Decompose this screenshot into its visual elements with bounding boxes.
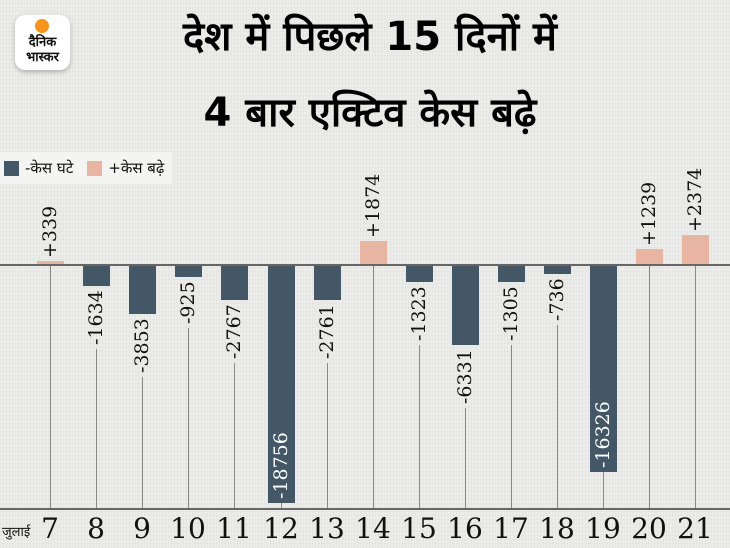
category-gridline <box>373 265 374 508</box>
bar-value-label: -736 <box>546 278 568 322</box>
bar-decrease <box>221 265 248 301</box>
x-tick-label: 15 <box>401 512 437 545</box>
bar-value-label: -1323 <box>408 286 430 341</box>
category-gridline <box>234 363 235 508</box>
category-gridline <box>649 265 650 508</box>
zero-baseline <box>0 264 730 266</box>
sun-icon <box>35 19 49 33</box>
bar-increase <box>360 241 387 265</box>
category-gridline <box>557 325 558 508</box>
bar-value-label: -1305 <box>500 285 522 341</box>
bar-decrease <box>314 265 341 301</box>
x-tick-label: 19 <box>585 512 621 545</box>
bar-decrease <box>268 265 295 503</box>
category-gridline <box>96 348 97 508</box>
chart-title-line2: 4 बार एक्टिव केस बढ़े <box>203 90 537 136</box>
x-tick-label: 10 <box>170 512 206 545</box>
bar-increase <box>37 260 64 265</box>
category-gridline <box>603 472 604 508</box>
category-gridline <box>188 327 189 508</box>
bar-decrease <box>590 265 617 473</box>
bar-value-label: -3853 <box>131 318 153 373</box>
bar-value-label: -925 <box>177 281 199 324</box>
bar-value-label: +1239 <box>638 181 660 247</box>
legend-swatch-decrease <box>4 160 19 176</box>
logo-text-line2: भास्कर <box>26 50 59 65</box>
x-axis-month-label: जुलाई <box>2 525 31 540</box>
bar-value-label: -2767 <box>223 304 245 360</box>
x-tick-label: 7 <box>41 512 59 545</box>
legend-label-decrease: -केस घटे <box>25 159 74 177</box>
bar-value-label: +339 <box>39 205 61 258</box>
bar-decrease <box>498 265 525 282</box>
chart-legend: -केस घटे +केस बढ़े <box>0 152 173 184</box>
bar-value-label: +1874 <box>362 173 384 239</box>
x-tick-label: 18 <box>539 512 575 545</box>
legend-swatch-increase <box>87 160 103 176</box>
dainik-bhaskar-logo: दैनिक भास्कर <box>15 15 70 70</box>
chart-title-line1: देश में पिछले 15 दिनों में <box>183 14 557 60</box>
bar-decrease <box>406 265 433 282</box>
x-axis-line <box>0 508 730 510</box>
category-gridline <box>281 503 282 508</box>
x-tick-label: 9 <box>133 512 151 545</box>
bar-value-label: -2761 <box>316 304 338 360</box>
bar-value-label: -16326 <box>592 401 614 469</box>
bar-value-label: -6331 <box>454 349 476 405</box>
x-tick-label: 11 <box>216 512 252 545</box>
x-tick-label: 17 <box>493 512 529 545</box>
x-tick-label: 8 <box>87 512 105 545</box>
x-tick-label: 12 <box>263 512 299 545</box>
x-tick-label: 14 <box>355 512 391 545</box>
x-tick-label: 13 <box>309 512 345 545</box>
bar-value-label: +2374 <box>684 167 706 232</box>
bar-decrease <box>544 265 571 275</box>
x-tick-label: 21 <box>677 512 713 545</box>
bar-decrease <box>83 265 110 286</box>
bar-value-label: -18756 <box>270 432 292 499</box>
category-gridline <box>511 344 512 508</box>
category-gridline <box>142 376 143 508</box>
category-gridline <box>695 265 696 508</box>
logo-text-line1: दैनिक <box>28 35 57 50</box>
category-gridline <box>327 363 328 508</box>
category-gridline <box>465 408 466 508</box>
x-tick-label: 20 <box>631 512 667 545</box>
bar-value-label: -1634 <box>85 289 107 345</box>
bar-increase <box>682 234 709 265</box>
bar-decrease <box>175 265 202 277</box>
legend-label-increase: +केस बढ़े <box>108 159 165 177</box>
bar-decrease <box>129 265 156 314</box>
bar-increase <box>636 249 663 265</box>
bar-decrease <box>452 265 479 346</box>
category-gridline <box>50 265 51 508</box>
x-tick-label: 16 <box>447 512 483 545</box>
category-gridline <box>419 344 420 508</box>
